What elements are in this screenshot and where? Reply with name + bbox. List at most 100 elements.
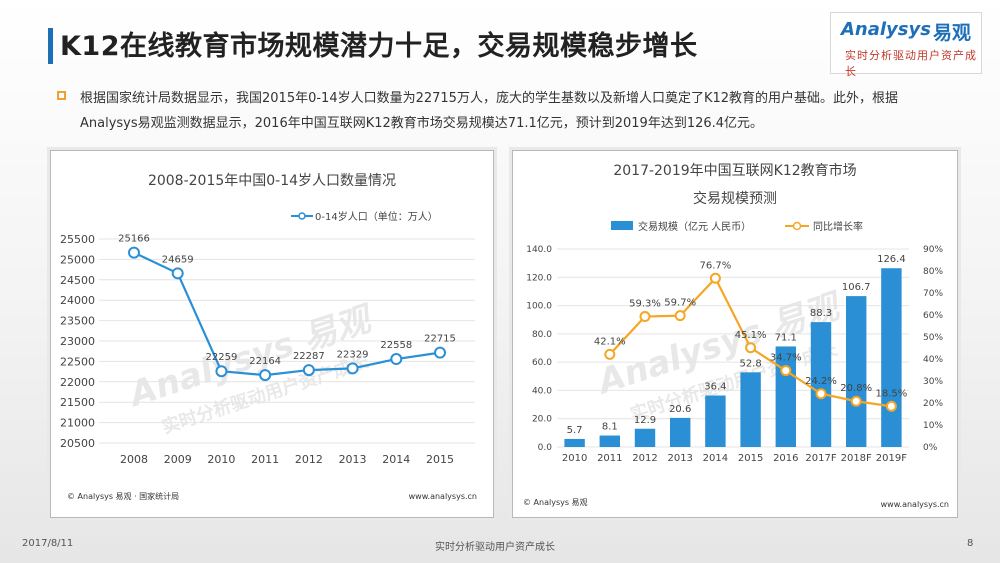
data-label: 25166 (118, 234, 150, 245)
y-tick-label: 22000 (60, 376, 95, 389)
data-label: 22329 (337, 349, 369, 360)
growth-label: 20.8% (840, 383, 872, 394)
y2-tick-label: 0% (923, 443, 938, 453)
bar (564, 438, 585, 447)
data-label: 24659 (162, 254, 194, 265)
bullet-square-icon (57, 91, 66, 100)
population-chart-panel: 2008-2015年中国0-14岁人口数量情况 0-14岁人口（单位：万人） Ana… (50, 150, 494, 518)
y-tick-label: 40.0 (532, 386, 552, 396)
y-tick-label: 60.0 (532, 358, 552, 368)
bar-value-label: 20.6 (669, 404, 691, 415)
bar-value-label: 71.1 (775, 332, 797, 343)
data-label: 22287 (293, 351, 325, 362)
data-point (346, 362, 359, 375)
logo-cn: 易观 (933, 22, 972, 44)
x-tick-label: 2019F (876, 453, 907, 464)
chart-title: 2008-2015年中国0-14岁人口数量情况 (148, 173, 396, 189)
y2-tick-label: 40% (923, 355, 943, 365)
y2-tick-label: 20% (923, 399, 943, 409)
y-tick-label: 21500 (60, 396, 95, 409)
y-tick-label: 80.0 (532, 330, 552, 340)
chart-title-line: 2017-2019年中国互联网K12教育市场 (613, 162, 856, 179)
x-tick-label: 2011 (251, 453, 279, 466)
data-label: 22558 (380, 340, 412, 351)
y-tick-label: 21000 (60, 417, 95, 430)
bar (881, 268, 902, 447)
data-point (390, 353, 403, 366)
y2-tick-label: 10% (923, 421, 943, 431)
bar (705, 395, 726, 447)
y-tick-label: 120.0 (526, 273, 552, 283)
legend-bar-swatch (611, 221, 633, 230)
y-tick-label: 20.0 (532, 415, 552, 425)
x-tick-label: 2018F (841, 453, 872, 464)
x-tick-label: 2015 (426, 453, 454, 466)
growth-label: 42.1% (594, 336, 626, 347)
bar (740, 372, 761, 447)
y2-tick-label: 60% (923, 311, 943, 321)
data-label: 22715 (424, 334, 456, 345)
market-chart-panel: 2017-2019年中国互联网K12教育市场 交易规模预测 交易规模（亿元 人民币）… (512, 150, 958, 518)
growth-point (745, 342, 757, 354)
y2-tick-label: 90% (923, 245, 943, 255)
y2-tick-label: 30% (923, 377, 943, 387)
growth-label: 24.2% (805, 376, 837, 387)
x-tick-label: 2010 (562, 453, 587, 464)
bar-value-label: 8.1 (602, 422, 618, 433)
bar (634, 428, 656, 447)
bar-value-label: 88.3 (810, 308, 832, 319)
x-tick-label: 2009 (164, 453, 192, 466)
x-tick-label: 2016 (773, 453, 798, 464)
legend-growth-label: 同比增长率 (813, 220, 863, 233)
y-tick-label: 100.0 (526, 302, 552, 312)
x-tick-label: 2013 (667, 453, 692, 464)
bar-value-label: 36.4 (704, 382, 726, 393)
y-tick-label: 23000 (60, 335, 95, 348)
logo-slogan: 实时分析驱动用户资产成长 (845, 49, 977, 78)
legend-label: 0-14岁人口（单位：万人） (315, 210, 438, 223)
bar (845, 296, 867, 447)
y-tick-label: 140.0 (526, 245, 552, 255)
growth-point (604, 348, 616, 360)
x-tick-label: 2012 (632, 453, 657, 464)
y-tick-label: 24500 (60, 274, 95, 287)
page-title: K12在线教育市场规模潜力十足，交易规模稳步增长 (60, 31, 698, 62)
y2-tick-label: 50% (923, 333, 943, 343)
analysys-logo: Analysys 易观 实时分析驱动用户资产成长 (830, 12, 982, 78)
y-tick-label: 25000 (60, 253, 95, 266)
x-tick-label: 2010 (207, 453, 235, 466)
data-point (171, 267, 184, 280)
y-tick-label: 23500 (60, 315, 95, 328)
chart-source: © Analysys 易观 · 国家统计局 (67, 491, 179, 501)
logo-name: Analysys (841, 19, 931, 40)
growth-point (885, 400, 897, 412)
y-tick-label: 24000 (60, 294, 95, 307)
growth-point (815, 388, 827, 400)
growth-point (780, 365, 792, 377)
chart-site: www.analysys.cn (881, 500, 949, 509)
data-label: 22164 (249, 356, 281, 367)
data-point (215, 365, 228, 378)
y2-tick-label: 70% (923, 289, 943, 299)
legend-marker (298, 212, 306, 220)
x-tick-label: 2008 (120, 453, 148, 466)
growth-point (639, 311, 651, 323)
series-line (133, 251, 441, 377)
intro-paragraph: 根据国家统计局数据显示，我国2015年0-14岁人口数量为22715万人，庞大的… (80, 91, 899, 131)
page-number: 8 (967, 538, 974, 549)
legend-bar-label: 交易规模（亿元 人民币） (638, 220, 751, 233)
y-tick-label: 0.0 (538, 443, 553, 453)
bar-value-label: 126.4 (877, 254, 906, 265)
footer-date: 2017/8/11 (22, 538, 74, 549)
chart-site: www.analysys.cn (409, 492, 477, 501)
bar (810, 322, 832, 447)
x-tick-label: 2014 (382, 453, 410, 466)
growth-label: 34.7% (770, 353, 802, 364)
growth-point (674, 310, 686, 322)
growth-label: 76.7% (700, 260, 732, 271)
y-tick-label: 25500 (60, 233, 95, 246)
bar-value-label: 5.7 (567, 425, 583, 436)
bar-value-label: 12.9 (634, 415, 656, 426)
data-point (128, 246, 140, 259)
